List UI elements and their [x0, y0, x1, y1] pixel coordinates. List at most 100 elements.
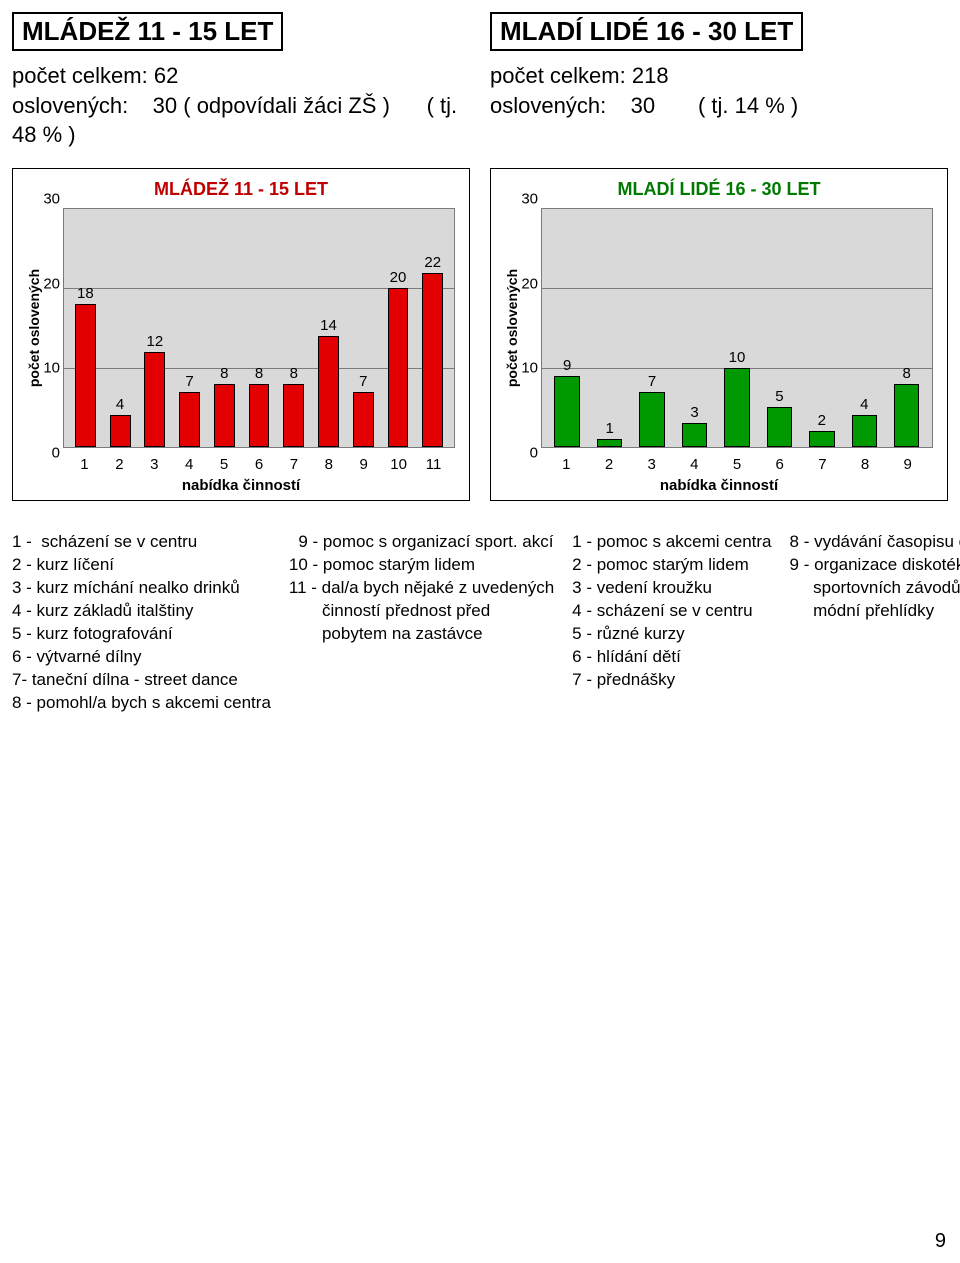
bar [353, 392, 374, 448]
legend-line: 9 - organizace diskotéky, [790, 554, 960, 577]
x-tick: 1 [545, 454, 588, 473]
y-tick: 30 [510, 191, 538, 208]
legend-line: 3 - vedení kroužku [572, 577, 771, 600]
legend-line: 7- taneční dílna - street dance [12, 669, 271, 692]
bar-value-label: 18 [77, 285, 94, 302]
right-meta-2-suffix: ( tj. 14 % ) [698, 93, 798, 118]
legend-line: 5 - kurz fotografování [12, 623, 271, 646]
y-tick: 30 [32, 191, 60, 208]
left-meta-1-value: 62 [154, 63, 178, 88]
chart-left-title: MLÁDEŽ 11 - 15 LET [21, 179, 461, 200]
chart-right: MLADÍ LIDÉ 16 - 30 LET počet oslovených … [490, 168, 948, 501]
bar-slot: 18 [68, 209, 103, 447]
chart-right-title: MLADÍ LIDÉ 16 - 30 LET [499, 179, 939, 200]
bar-value-label: 2 [818, 412, 826, 429]
bar-slot: 4 [843, 209, 885, 447]
legend-line: 2 - pomoc starým lidem [572, 554, 771, 577]
y-tick: 10 [32, 360, 60, 377]
bar-value-label: 22 [424, 254, 441, 271]
legend-line: 10 - pomoc starým lidem [289, 554, 554, 577]
x-tick: 7 [801, 454, 844, 473]
x-tick: 6 [242, 454, 277, 473]
chart-left-plot: 0102030 1841278881472022 [63, 208, 455, 448]
x-tick: 11 [416, 454, 451, 473]
x-tick: 8 [844, 454, 887, 473]
left-title-box: MLÁDEŽ 11 - 15 LET [12, 12, 283, 51]
bar-value-label: 7 [648, 373, 656, 390]
bar-value-label: 7 [185, 373, 193, 390]
x-tick: 5 [207, 454, 242, 473]
bar-value-label: 4 [860, 396, 868, 413]
y-tick: 20 [32, 275, 60, 292]
bar-slot: 12 [137, 209, 172, 447]
legend-line: 1 - pomoc s akcemi centra [572, 531, 771, 554]
left-meta-2-label: oslovených: [12, 93, 128, 118]
bar-value-label: 8 [255, 365, 263, 382]
right-meta-2: oslovených: 30 ( tj. 14 % ) [490, 91, 948, 121]
bar-slot: 9 [546, 209, 588, 447]
bar-slot: 7 [346, 209, 381, 447]
x-tick: 3 [630, 454, 673, 473]
bar [639, 392, 664, 448]
y-tick: 0 [32, 445, 60, 462]
x-tick: 2 [102, 454, 137, 473]
left-meta-2: oslovených: 30 ( odpovídali žáci ZŠ ) ( … [12, 91, 470, 150]
x-tick: 1 [67, 454, 102, 473]
left-meta-1-label: počet celkem: [12, 63, 148, 88]
legend-line: 11 - dal/a bych nějaké z uvedených [289, 577, 554, 600]
bar [110, 415, 131, 447]
bar-value-label: 10 [729, 349, 746, 366]
bar-slot: 10 [716, 209, 758, 447]
bar [318, 336, 339, 447]
bar-value-label: 14 [320, 317, 337, 334]
bar-value-label: 12 [146, 333, 163, 350]
legend-line: pobytem na zastávce [289, 623, 554, 646]
right-meta-1: počet celkem: 218 [490, 61, 948, 91]
bar [179, 392, 200, 448]
x-tick: 7 [276, 454, 311, 473]
legend-line: 4 - kurz základů italštiny [12, 600, 271, 623]
legend-line: 6 - výtvarné dílny [12, 646, 271, 669]
bar [422, 273, 443, 448]
bar-value-label: 20 [390, 269, 407, 286]
bar-value-label: 5 [775, 388, 783, 405]
bar-slot: 7 [172, 209, 207, 447]
bar-slot: 20 [381, 209, 416, 447]
bar-slot: 5 [758, 209, 800, 447]
legend-line: 8 - vydávání časopisu centra [790, 531, 960, 554]
legend-line: 7 - přednášky [572, 669, 771, 692]
legend-line: sportovních závodů, [790, 577, 960, 600]
bar-value-label: 8 [290, 365, 298, 382]
bar-value-label: 9 [563, 357, 571, 374]
y-tick: 20 [510, 275, 538, 292]
header-left: MLÁDEŽ 11 - 15 LET počet celkem: 62 oslo… [12, 12, 470, 150]
left-meta-1: počet celkem: 62 [12, 61, 470, 91]
bar [597, 439, 622, 447]
legend-line: 2 - kurz líčení [12, 554, 271, 577]
legend-line: 8 - pomohl/a bych s akcemi centra [12, 692, 271, 715]
bar-slot: 8 [207, 209, 242, 447]
bar [554, 376, 579, 447]
legend-col-4: 8 - vydávání časopisu centra9 - organiza… [790, 531, 960, 715]
bar-value-label: 1 [605, 420, 613, 437]
bar-value-label: 3 [690, 404, 698, 421]
chart-left-xlabel: nabídka činností [21, 477, 461, 494]
bar-slot: 3 [673, 209, 715, 447]
bar [682, 423, 707, 447]
legend-col-1: 1 - scházení se v centru2 - kurz líčení3… [12, 531, 271, 715]
bar-slot: 2 [801, 209, 843, 447]
right-meta-1-label: počet celkem: [490, 63, 626, 88]
chart-left: MLÁDEŽ 11 - 15 LET počet oslovených 0102… [12, 168, 470, 501]
bar-slot: 8 [276, 209, 311, 447]
bar [852, 415, 877, 447]
x-tick: 10 [381, 454, 416, 473]
bar-value-label: 8 [903, 365, 911, 382]
legend-line: 1 - scházení se v centru [12, 531, 271, 554]
bar [75, 304, 96, 447]
right-meta-2-label: oslovených: [490, 93, 606, 118]
y-tick: 10 [510, 360, 538, 377]
y-tick: 0 [510, 445, 538, 462]
right-title-box: MLADÍ LIDÉ 16 - 30 LET [490, 12, 803, 51]
bar-slot: 14 [311, 209, 346, 447]
chart-left-xticks: 1234567891011 [63, 454, 455, 473]
